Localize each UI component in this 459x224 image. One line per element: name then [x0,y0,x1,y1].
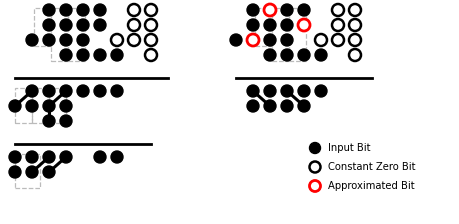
Circle shape [263,49,275,61]
Circle shape [263,100,275,112]
Circle shape [297,85,309,97]
Circle shape [26,34,38,46]
Circle shape [309,162,320,172]
Circle shape [60,4,72,16]
Circle shape [128,4,140,16]
Circle shape [60,34,72,46]
Circle shape [246,4,258,16]
Bar [15,154,40,189]
Circle shape [43,34,55,46]
Circle shape [77,4,89,16]
Circle shape [111,85,123,97]
Circle shape [145,19,157,31]
Bar [271,8,288,60]
Bar [15,88,32,123]
Circle shape [111,34,123,46]
Circle shape [280,85,292,97]
Circle shape [246,85,258,97]
Circle shape [128,19,140,31]
Circle shape [111,49,123,61]
Circle shape [331,19,343,31]
Circle shape [280,4,292,16]
Circle shape [348,4,360,16]
Circle shape [263,34,275,46]
Circle shape [94,49,106,61]
Circle shape [26,85,38,97]
Circle shape [60,115,72,127]
Circle shape [43,166,55,178]
Circle shape [43,19,55,31]
Circle shape [280,100,292,112]
Circle shape [43,85,55,97]
Circle shape [60,19,72,31]
Circle shape [297,100,309,112]
Bar [34,8,50,45]
Circle shape [246,19,258,31]
Circle shape [128,34,140,46]
Circle shape [263,4,275,16]
Bar [254,8,271,45]
Circle shape [60,151,72,163]
Circle shape [60,100,72,112]
Circle shape [43,151,55,163]
Circle shape [331,4,343,16]
Circle shape [145,49,157,61]
Circle shape [43,4,55,16]
Circle shape [246,100,258,112]
Bar [32,88,49,123]
Circle shape [26,100,38,112]
Circle shape [246,34,258,46]
Circle shape [314,34,326,46]
Circle shape [280,19,292,31]
Circle shape [9,100,21,112]
Text: Constant Zero Bit: Constant Zero Bit [327,162,414,172]
Circle shape [26,151,38,163]
Circle shape [94,151,106,163]
Circle shape [94,19,106,31]
Circle shape [314,49,326,61]
Circle shape [145,4,157,16]
Circle shape [94,85,106,97]
Circle shape [9,151,21,163]
Text: Approximated Bit: Approximated Bit [327,181,414,191]
Circle shape [26,166,38,178]
Circle shape [230,34,241,46]
Circle shape [77,49,89,61]
Circle shape [9,166,21,178]
Circle shape [309,181,320,192]
Circle shape [43,100,55,112]
Circle shape [60,49,72,61]
Circle shape [77,34,89,46]
Circle shape [297,4,309,16]
Bar [288,8,305,60]
Circle shape [43,115,55,127]
Circle shape [280,49,292,61]
Circle shape [145,34,157,46]
Circle shape [77,85,89,97]
Circle shape [331,34,343,46]
Circle shape [297,19,309,31]
Bar [50,8,67,60]
Circle shape [263,19,275,31]
Bar [49,88,66,123]
Circle shape [297,49,309,61]
Circle shape [77,19,89,31]
Circle shape [309,142,320,153]
Circle shape [348,49,360,61]
Circle shape [280,34,292,46]
Text: Input Bit: Input Bit [327,143,369,153]
Circle shape [111,151,123,163]
Circle shape [263,85,275,97]
Circle shape [314,85,326,97]
Circle shape [94,4,106,16]
Circle shape [348,34,360,46]
Circle shape [348,19,360,31]
Circle shape [60,85,72,97]
Bar [67,8,84,60]
